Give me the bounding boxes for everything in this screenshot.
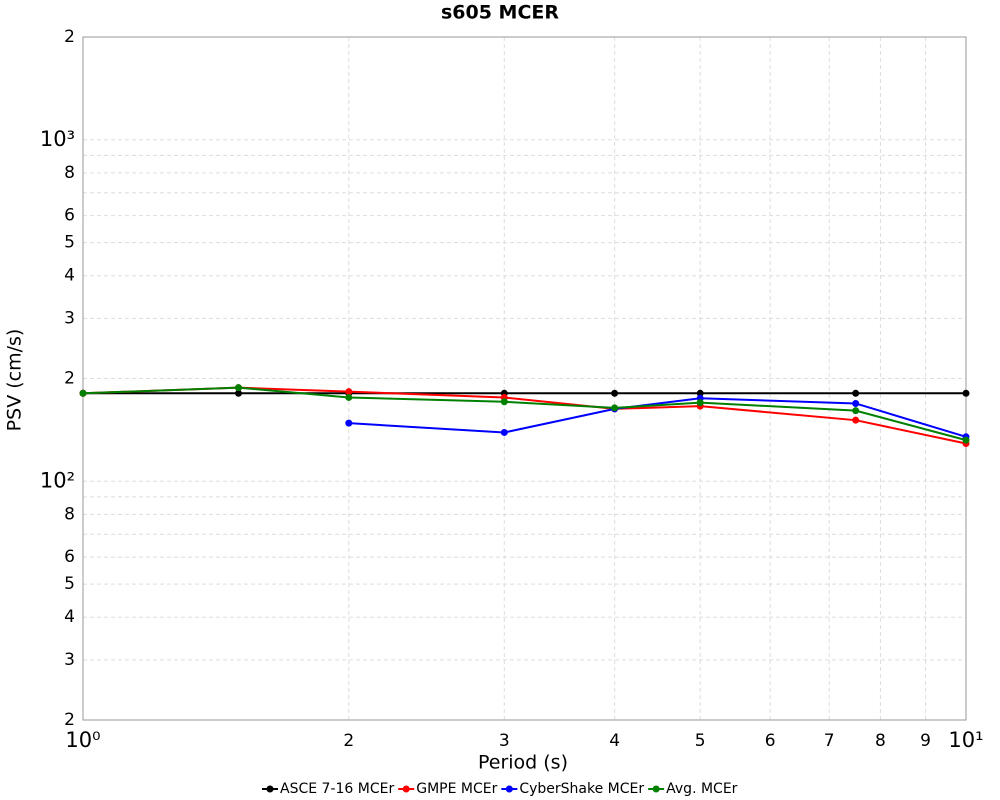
legend-marker xyxy=(652,785,660,793)
x-axis-label: Period (s) xyxy=(478,752,568,774)
y-tick-label: 2 xyxy=(64,369,75,389)
data-point xyxy=(345,419,353,427)
y-tick-label: 6 xyxy=(64,206,75,226)
legend: ASCE 7-16 MCEr GMPE MCEr CyberShake MCEr Av… xyxy=(262,781,738,797)
data-point xyxy=(234,384,242,392)
data-point xyxy=(696,389,704,397)
x-tick-label: 7 xyxy=(824,731,835,751)
y-tick-label: 10³ xyxy=(40,127,75,151)
legend-label: CyberShake MCEr xyxy=(519,781,644,797)
y-tick-label: 6 xyxy=(64,547,75,567)
data-point xyxy=(962,436,970,444)
data-point xyxy=(962,389,970,397)
plot-frame xyxy=(82,36,967,721)
data-point xyxy=(611,389,619,397)
y-tick-label: 3 xyxy=(64,650,75,670)
x-tick-label: 5 xyxy=(695,731,706,751)
data-point xyxy=(345,388,353,396)
x-tick-label: 4 xyxy=(609,731,620,751)
x-tick-label: 6 xyxy=(765,731,776,751)
y-tick-label: 5 xyxy=(64,233,75,253)
legend-label: GMPE MCEr xyxy=(416,781,497,797)
data-point xyxy=(234,389,242,397)
data-point xyxy=(852,399,860,407)
legend-label: Avg. MCEr xyxy=(666,781,738,797)
data-point xyxy=(345,393,353,401)
legend-marker xyxy=(402,785,410,793)
x-tick-label: 9 xyxy=(920,731,931,751)
data-point xyxy=(500,428,508,436)
y-axis-label: PSV (cm/s) xyxy=(4,329,26,432)
x-tick-label: 8 xyxy=(875,731,886,751)
data-point xyxy=(611,404,619,412)
y-tick-label: 2 xyxy=(64,27,75,47)
y-tick-label: 4 xyxy=(64,607,75,627)
x-tick-label: 10¹ xyxy=(948,728,983,752)
y-tick-label: 5 xyxy=(64,574,75,594)
data-point xyxy=(852,407,860,415)
legend-marker xyxy=(266,785,274,793)
y-tick-label: 2 xyxy=(64,710,75,730)
x-tick-label: 3 xyxy=(499,731,510,751)
legend-label: ASCE 7-16 MCEr xyxy=(280,781,394,797)
series-line xyxy=(82,386,967,442)
y-tick-label: 3 xyxy=(64,308,75,328)
legend-marker xyxy=(505,785,513,793)
series-line xyxy=(348,397,967,438)
y-tick-label: 8 xyxy=(64,163,75,183)
data-point xyxy=(79,389,87,397)
y-tick-label: 4 xyxy=(64,266,75,286)
y-tick-label: 8 xyxy=(64,504,75,524)
data-point xyxy=(852,416,860,424)
y-tick-label: 10² xyxy=(40,468,75,492)
x-tick-label: 2 xyxy=(343,731,354,751)
data-point xyxy=(852,389,860,397)
data-point xyxy=(500,398,508,406)
chart-title: s605 MCER xyxy=(441,2,559,24)
data-point xyxy=(696,399,704,407)
x-tick-label: 10⁰ xyxy=(65,728,100,752)
